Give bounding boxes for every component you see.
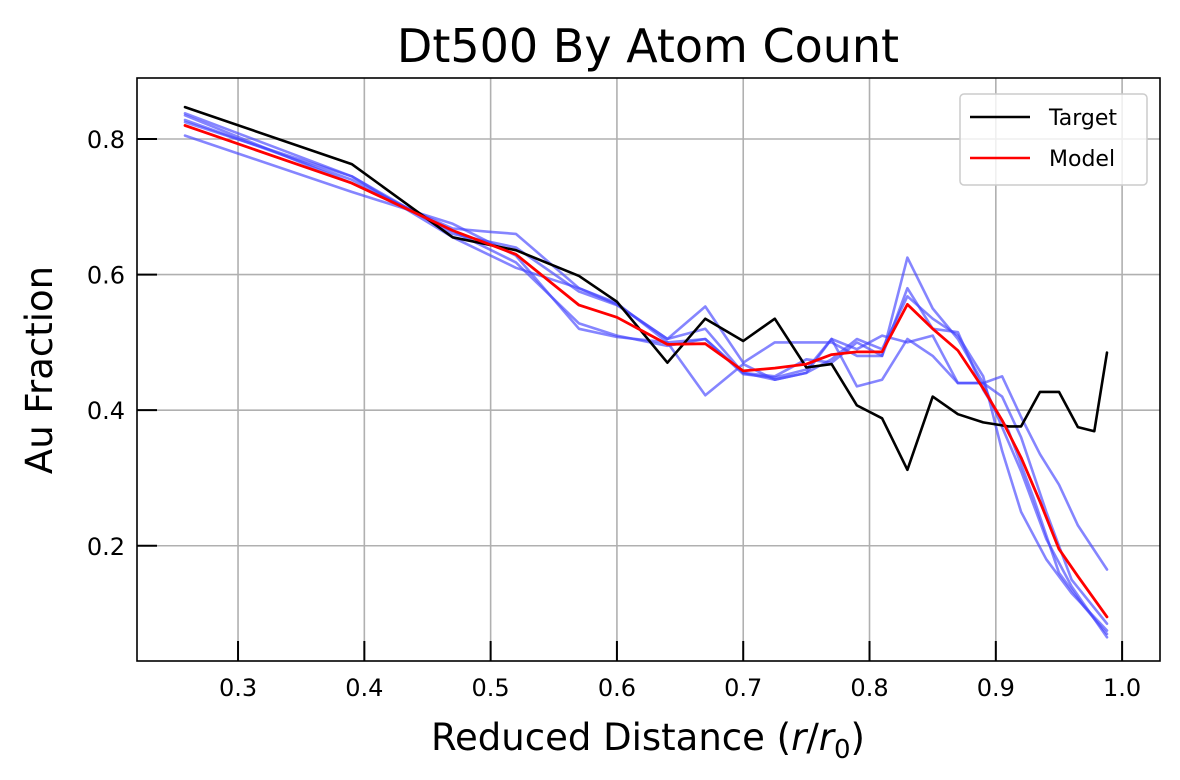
legend-label-model: Model [1049, 147, 1115, 172]
series-layer [183, 105, 1109, 639]
chart-title: Dt500 By Atom Count [397, 19, 899, 73]
x-axis-label-var2: r [819, 716, 837, 759]
series-line-ensemble-4 [183, 114, 1109, 625]
x-tick-labels: 0.3 0.4 0.5 0.6 0.7 0.8 0.9 1.0 [219, 674, 1141, 702]
plot-area [136, 77, 1161, 662]
x-axis-label-close: ) [851, 716, 865, 759]
y-axis-label: Au Fraction [18, 266, 61, 474]
x-axis-label-subscript: 0 [834, 735, 851, 765]
series-line-target [183, 105, 1109, 472]
x-tick-label: 0.8 [850, 674, 888, 702]
x-axis-label-text: Reduced Distance ( [431, 716, 791, 759]
legend-label-target: Target [1048, 106, 1117, 131]
x-tick-label: 0.5 [472, 674, 510, 702]
legend: Target Model [959, 93, 1148, 186]
y-tick-label: 0.8 [87, 126, 125, 154]
y-tick-label: 0.2 [87, 533, 125, 561]
x-tick-label: 0.9 [977, 674, 1015, 702]
x-tick-label: 0.4 [345, 674, 383, 702]
x-tick-label: 1.0 [1103, 674, 1141, 702]
x-tick-label: 0.6 [598, 674, 636, 702]
x-axis-label-var: r [791, 716, 809, 759]
series-line-ensemble-5 [183, 120, 1109, 632]
x-axis-label: Reduced Distance (r/r0) [431, 716, 865, 765]
x-tick-label: 0.3 [219, 674, 257, 702]
plot-frame [136, 77, 1161, 662]
series-line-ensemble-3 [183, 118, 1109, 639]
series-line-ensemble-1 [183, 112, 1109, 636]
y-tick-label: 0.4 [87, 397, 125, 425]
ticks [137, 138, 1124, 661]
y-tick-label: 0.6 [87, 262, 125, 290]
series-line-model [183, 124, 1109, 619]
x-axis-label-slash: / [806, 716, 819, 759]
x-tick-label: 0.7 [724, 674, 762, 702]
y-tick-labels: 0.2 0.4 0.6 0.8 [87, 126, 125, 561]
